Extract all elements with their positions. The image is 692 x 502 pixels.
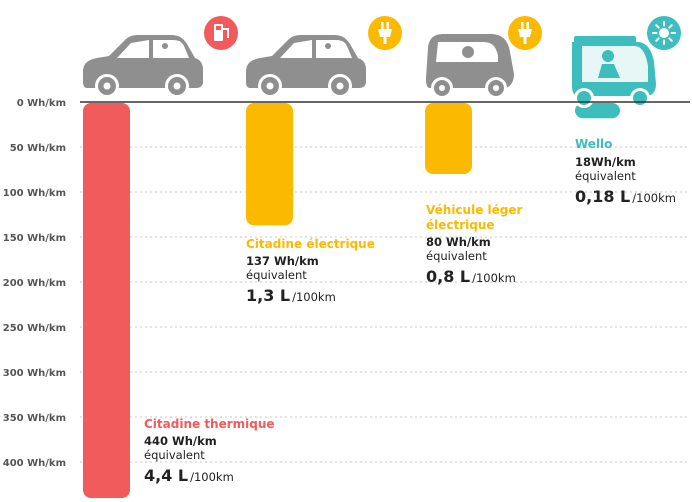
liters-value: 0,8 L [426,267,470,286]
car-mirror [325,43,331,49]
value-label: 440 Wh/km [144,434,217,448]
plug-prong [386,22,389,29]
category-label: Wello [575,137,612,151]
value-label: 18Wh/km [575,155,636,169]
plug-prong [521,22,524,29]
equivalent-label: équivalent [575,169,636,183]
wheel-hub [173,82,181,90]
y-tick-label: 400 Wh/km [3,458,66,469]
plug-prong [526,22,529,29]
plug-prong [381,22,384,29]
car-icon [83,35,203,98]
liters-label: 4,4 L/100km [144,466,234,485]
wheel-hub [439,85,445,91]
liters-label: 1,3 L/100km [246,286,336,305]
wello-rider-body [598,64,620,78]
wheel-hub [103,82,111,90]
wheel-hub [336,82,344,90]
equivalent-label: équivalent [246,268,307,282]
category-label: Citadine électrique [246,237,375,251]
car-window [280,40,312,58]
liters-unit: /100km [472,271,516,285]
wheel [577,91,591,105]
sun-ray [668,37,673,42]
sun-ray [655,24,660,29]
category-label: électrique [426,218,495,232]
car-icon [246,35,366,98]
category-label: Citadine thermique [144,417,275,431]
liters-unit: /100km [292,290,336,304]
y-tick-label: 250 Wh/km [3,323,66,334]
car-window [117,40,149,58]
pump-hose [223,28,229,38]
y-tick-label: 0 Wh/km [17,98,66,109]
car-window [153,40,189,58]
wheel [633,91,647,105]
y-tick-label: 50 Wh/km [10,143,66,154]
sun-icon [647,16,681,50]
equivalent-label: équivalent [426,249,487,263]
plug-head [378,29,392,37]
liters-label: 0,18 L/100km [575,187,676,206]
y-tick-label: 300 Wh/km [3,368,66,379]
sun-ray [655,37,660,42]
category-label: Véhicule léger [426,203,522,217]
sun-core [659,28,669,38]
microcar-icon [426,34,514,99]
y-tick-label: 200 Wh/km [3,278,66,289]
liters-unit: /100km [632,191,676,205]
bar [246,103,293,226]
car-window [316,40,352,58]
equivalent-label: équivalent [144,448,205,462]
pump-window [216,26,221,30]
wheel-hub [266,82,274,90]
wello-window [582,46,648,82]
plug-head [518,29,532,37]
wheel-hub [493,85,499,91]
plug-cord [523,37,527,44]
wello-rider-head [602,50,614,62]
electric-plug-icon [368,16,402,50]
sun-ray [668,24,673,29]
electric-plug-icon [508,16,542,50]
liters-unit: /100km [190,470,234,484]
fuel-pump-icon [204,16,238,50]
liters-label: 0,8 L/100km [426,267,516,286]
bar [425,103,472,174]
car-mirror [162,43,168,49]
y-tick-label: 100 Wh/km [3,188,66,199]
liters-value: 1,3 L [246,286,290,305]
wello-roof [574,36,636,44]
plug-cord [383,37,387,44]
value-label: 80 Wh/km [426,235,491,249]
liters-value: 4,4 L [144,466,188,485]
microcar-seat [462,46,474,58]
y-tick-label: 150 Wh/km [3,233,66,244]
wello-icon [572,36,656,108]
y-tick-label: 350 Wh/km [3,413,66,424]
liters-value: 0,18 L [575,187,630,206]
bar [83,103,130,498]
value-label: 137 Wh/km [246,254,319,268]
